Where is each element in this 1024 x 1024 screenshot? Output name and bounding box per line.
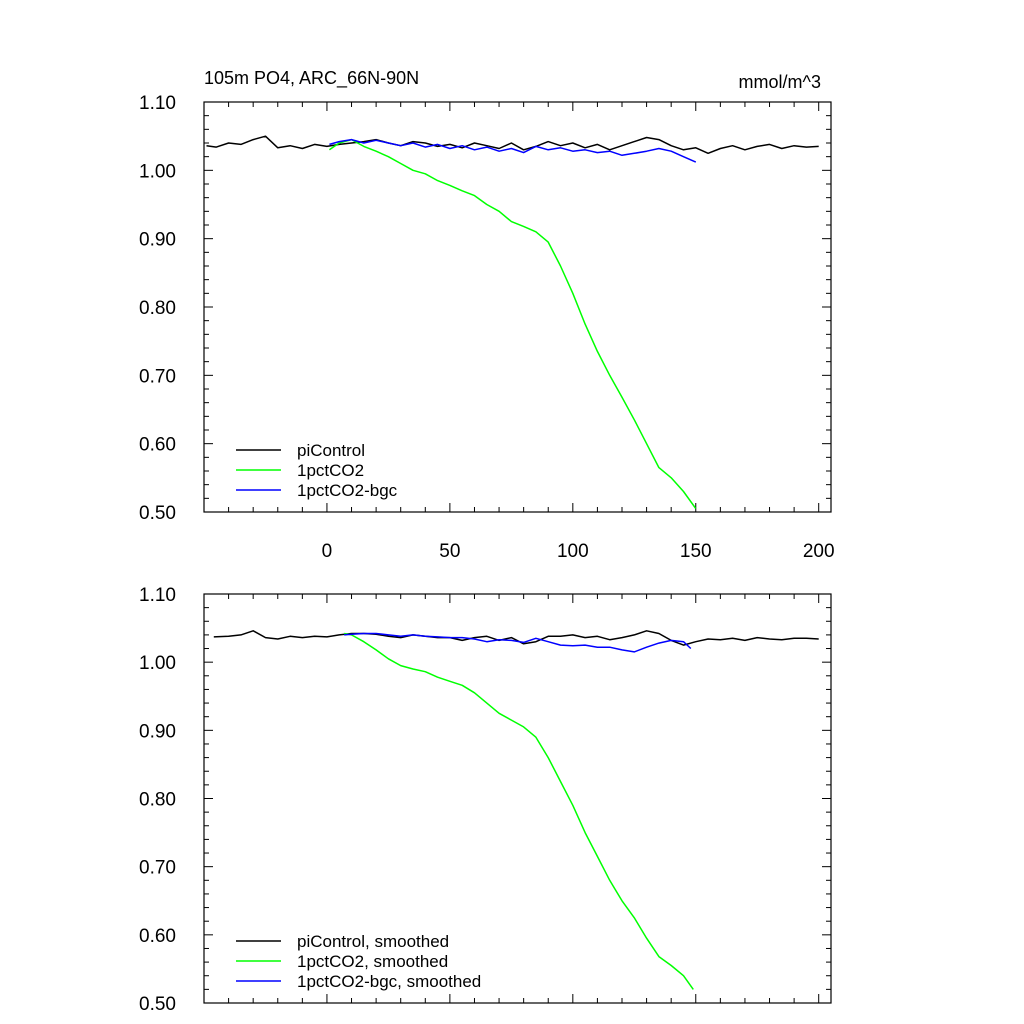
- x-tick-label: 50: [439, 541, 460, 562]
- series-line-1pctco2-smoothed: [344, 632, 694, 990]
- legend-label: 1pctCO2, smoothed: [297, 952, 448, 971]
- y-tick-label: 0.50: [139, 503, 176, 524]
- series-line-picontrol-smoothed: [213, 630, 819, 646]
- y-tick-label: 0.90: [139, 721, 176, 742]
- x-tick-label: 200: [803, 541, 835, 562]
- y-tick-label: 0.70: [139, 366, 176, 387]
- legend-label: piControl, smoothed: [297, 932, 449, 951]
- series-line-1pctco2: [328, 138, 697, 510]
- x-tick-label: 150: [680, 541, 712, 562]
- y-tick-label: 0.90: [139, 230, 176, 251]
- x-tick-label: 100: [557, 541, 589, 562]
- legend-label: piControl: [297, 441, 365, 460]
- y-tick-label: 1.10: [139, 585, 176, 606]
- y-tick-label: 0.70: [139, 858, 176, 879]
- plot-panel-1: 0.50 0.60 0.70 0.80 0.90 1.00 1.10 0 50 100 150 200…: [139, 68, 835, 562]
- y-tick-label: 1.00: [139, 653, 176, 674]
- series-line-picontrol: [206, 135, 819, 155]
- y-tick-label: 0.80: [139, 298, 176, 319]
- x-tick-label: 0: [322, 541, 333, 562]
- legend-label: 1pctCO2: [297, 461, 364, 480]
- y-tick-label: 0.60: [139, 435, 176, 456]
- y-tick-label: 0.50: [139, 994, 176, 1015]
- legend-label: 1pctCO2-bgc: [297, 481, 398, 500]
- chart-title: 105m PO4, ARC_66N-90N: [204, 68, 419, 89]
- plot-panel-2: 0.50 0.60 0.70 0.80 0.90 1.00 1.10 piControl, s…: [139, 585, 832, 1015]
- series-line-1pctco2-bgc-smoothed: [344, 632, 692, 653]
- series-line-1pctco2-bgc: [329, 138, 697, 163]
- y-tick-label: 1.00: [139, 161, 176, 182]
- units-label: mmol/m^3: [739, 72, 821, 92]
- y-tick-label: 0.60: [139, 926, 176, 947]
- legend-label: 1pctCO2-bgc, smoothed: [297, 972, 481, 991]
- y-tick-label: 1.10: [139, 93, 176, 114]
- y-tick-label: 0.80: [139, 790, 176, 811]
